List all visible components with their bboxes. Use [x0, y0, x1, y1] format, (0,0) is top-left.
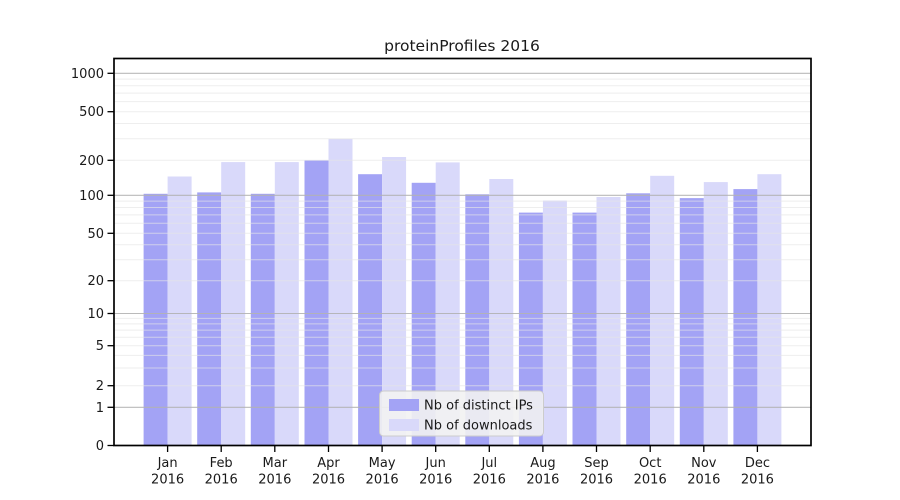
x-tick-label-year: 2016	[419, 473, 452, 488]
x-tick-label-year: 2016	[741, 473, 774, 488]
axis-labels-layer: 0 1 2 5 10 20 50 100 200 500 1000 Jan 2016 Feb 2016 Mar…	[71, 67, 774, 488]
x-tick-label-month: Apr	[317, 456, 340, 471]
x-tick-label-year: 2016	[687, 473, 720, 488]
bar-distinct-ips-sep	[572, 212, 597, 446]
x-tick-label-year: 2016	[473, 473, 506, 488]
y-tick-label: 50	[87, 227, 104, 242]
bar-distinct-ips-may	[358, 174, 383, 446]
legend-box	[379, 390, 544, 437]
x-tick-label-month: Oct	[639, 456, 661, 471]
x-tick-label-month: Sep	[584, 456, 609, 471]
x-tick-label-month: Aug	[530, 456, 555, 471]
bars-layer	[143, 138, 782, 446]
y-tick-label: 1000	[71, 67, 104, 82]
chart-title: proteinProfiles 2016	[384, 37, 540, 55]
bar-distinct-ips-mar	[250, 193, 275, 446]
legend-label-downloads: Nb of downloads	[424, 419, 533, 434]
bar-distinct-ips-jan	[143, 193, 168, 446]
y-tick-label: 200	[79, 154, 104, 169]
y-tick-label: 0	[96, 439, 104, 454]
gridlines-layer	[114, 72, 811, 408]
x-tick-label-month: Jun	[425, 456, 446, 471]
x-tick-label-month: May	[369, 456, 396, 471]
x-tick-label-year: 2016	[366, 473, 399, 488]
x-tick-label-month: Mar	[263, 456, 288, 471]
x-tick-label-year: 2016	[312, 473, 345, 488]
y-tick-label: 2	[96, 379, 104, 394]
x-tick-label-year: 2016	[580, 473, 613, 488]
x-tick-label-month: Nov	[691, 456, 717, 471]
x-tick-label-year: 2016	[205, 473, 238, 488]
x-tick-label-year: 2016	[526, 473, 559, 488]
bar-distinct-ips-feb	[197, 192, 222, 446]
x-tick-label-month: Dec	[745, 456, 770, 471]
bar-downloads-oct	[650, 175, 675, 446]
bar-downloads-apr	[328, 138, 353, 446]
x-tick-label-month: Jul	[480, 456, 497, 471]
y-tick-label: 500	[79, 105, 104, 120]
plot-frame	[113, 57, 812, 447]
bar-downloads-feb	[221, 162, 246, 446]
x-tick-label-month: Jan	[157, 456, 178, 471]
legend-swatch-downloads	[389, 419, 419, 431]
x-tick-label-year: 2016	[258, 473, 291, 488]
bar-distinct-ips-oct	[626, 193, 651, 446]
y-tick-label: 5	[96, 339, 104, 354]
legend-label-distinct-ips: Nb of distinct IPs	[424, 399, 533, 414]
x-tick-label-year: 2016	[634, 473, 667, 488]
bar-downloads-mar	[274, 162, 299, 446]
x-tick-label-month: Feb	[210, 456, 233, 471]
bar-distinct-ips-nov	[679, 198, 704, 446]
bar-downloads-sep	[596, 197, 621, 446]
bar-downloads-dec	[757, 174, 782, 446]
bar-distinct-ips-dec	[733, 189, 758, 446]
legend: Nb of distinct IPs Nb of downloads	[379, 390, 544, 437]
y-tick-label: 10	[87, 307, 104, 322]
x-tick-label-year: 2016	[151, 473, 184, 488]
axis-layer	[107, 57, 812, 452]
legend-swatch-distinct-ips	[389, 399, 419, 411]
bar-distinct-ips-apr	[304, 160, 329, 446]
y-tick-label: 1	[96, 401, 104, 416]
bar-downloads-jan	[167, 176, 192, 446]
y-tick-label: 100	[79, 189, 104, 204]
bar-downloads-aug	[542, 200, 567, 446]
y-tick-label: 20	[87, 274, 104, 289]
